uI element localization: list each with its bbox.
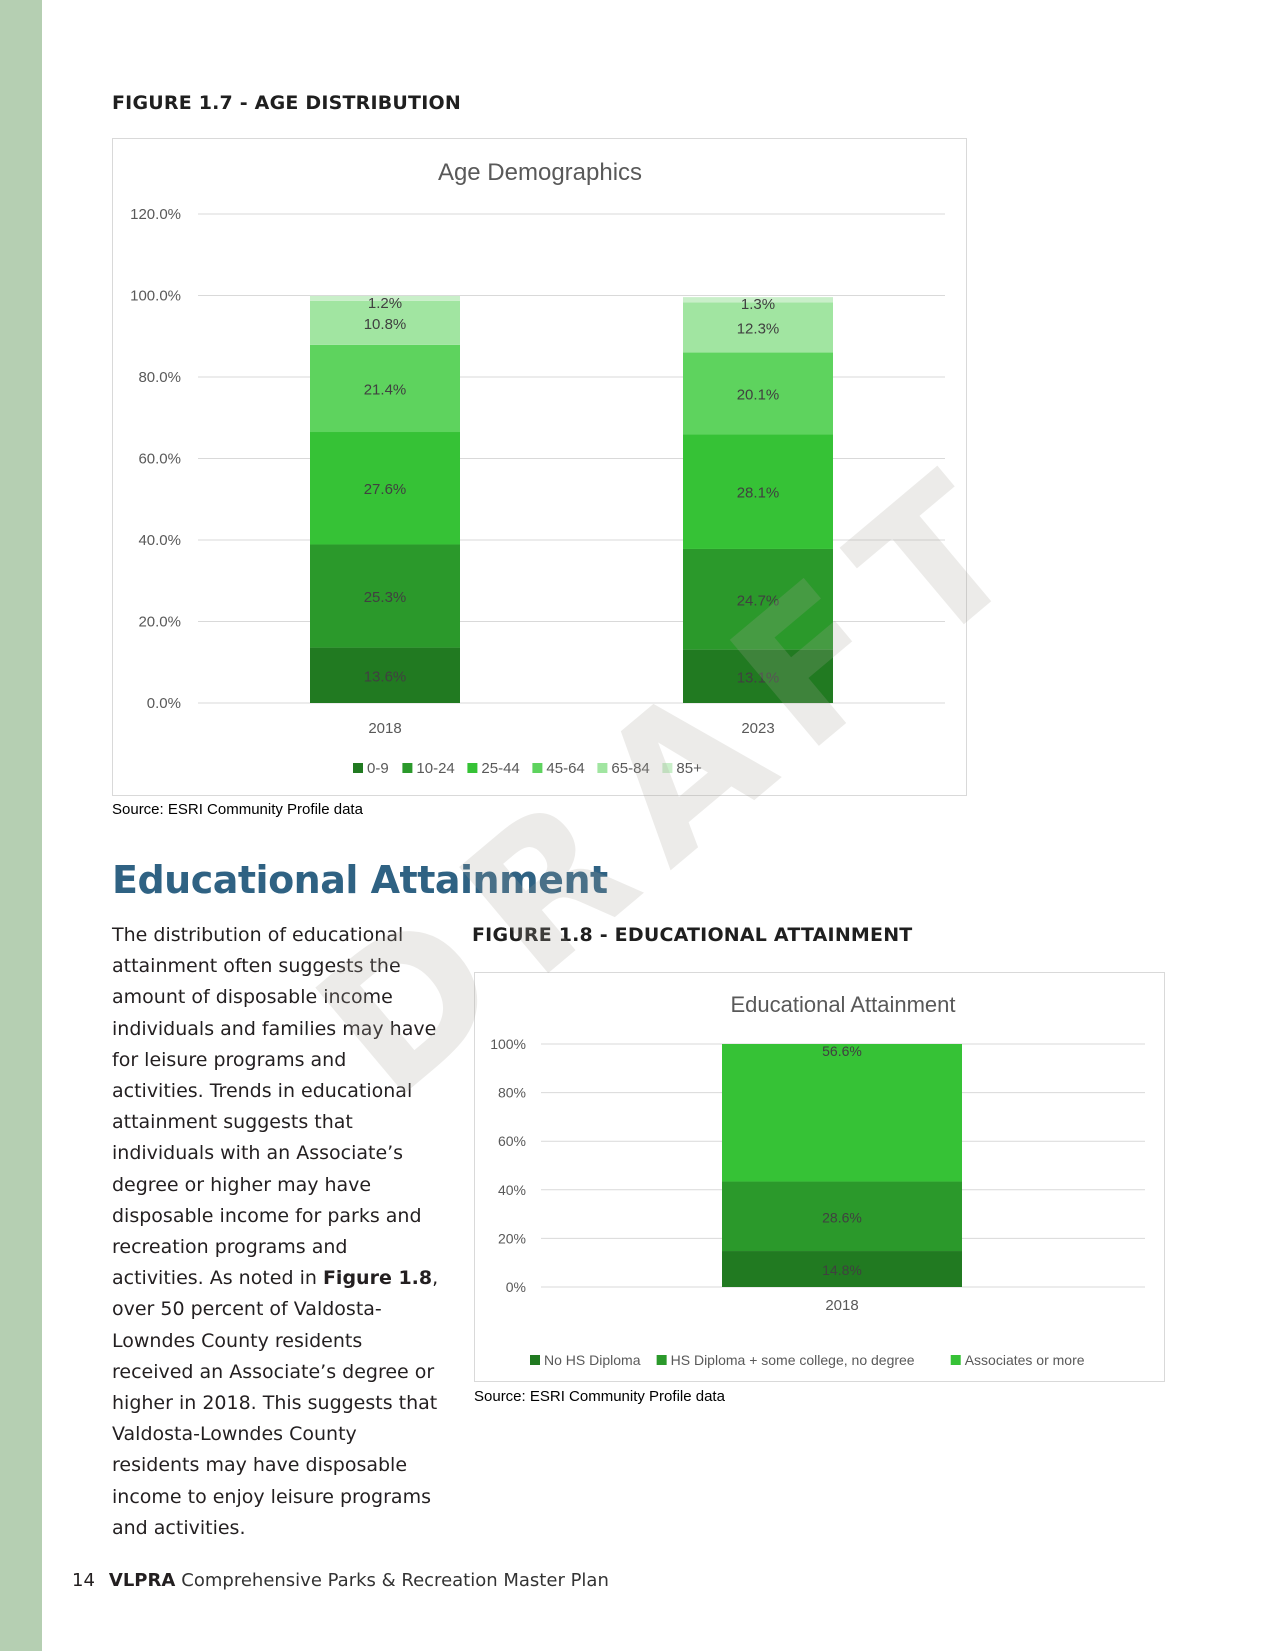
chart-title: Age Demographics [438, 159, 642, 186]
data-label: 56.6% [822, 1043, 862, 1059]
legend-label: Associates or more [965, 1352, 1085, 1368]
bar-segment-0-9 [683, 649, 833, 703]
educational-attainment-chart: Educational Attainment 0% 20% 40% 60% 80% 100%… [474, 972, 1165, 1382]
legend-label: 10-24 [416, 760, 454, 777]
y-tick-label: 20.0% [138, 614, 181, 631]
data-label: 28.6% [822, 1209, 862, 1225]
y-tick-label: 20% [498, 1230, 526, 1246]
y-tick-label: 40% [498, 1182, 526, 1198]
legend-swatch [656, 1355, 667, 1365]
data-label: 25.3% [364, 589, 407, 606]
legend-swatch [353, 763, 363, 773]
legend-label: 0-9 [367, 760, 389, 777]
data-label: 28.1% [737, 485, 780, 502]
legend-label: No HS Diploma [544, 1352, 641, 1368]
y-tick-label: 120.0% [130, 206, 181, 223]
footer-doc-title: Comprehensive Parks & Recreation Master … [181, 1570, 609, 1591]
educational-attainment-svg: Educational Attainment 0% 20% 40% 60% 80% 100%… [490, 992, 1145, 1368]
figure-1-8-heading: FIGURE 1.8 - EDUCATIONAL ATTAINMENT [472, 924, 913, 946]
y-tick-label: 40.0% [138, 532, 181, 549]
y-tick-label: 60% [498, 1133, 526, 1149]
page-footer: 14 VLPRA Comprehensive Parks & Recreation … [72, 1570, 609, 1591]
y-tick-label: 0.0% [147, 695, 181, 712]
data-label: 1.2% [368, 295, 402, 312]
legend-swatch [662, 763, 673, 773]
bar-segment-10-24 [683, 548, 833, 650]
bar-segment-associates-or-more [722, 1044, 962, 1182]
bar-segment-45-64 [310, 344, 460, 433]
bar-segment-no-hs-diploma [722, 1251, 962, 1287]
data-label: 13.6% [364, 668, 407, 685]
data-label: 1.3% [741, 296, 775, 313]
y-tick-label: 80.0% [138, 369, 181, 386]
figure-1-7-heading: FIGURE 1.7 - AGE DISTRIBUTION [112, 92, 461, 114]
y-tick-label: 0% [506, 1279, 526, 1295]
section-title: Educational Attainment [112, 858, 608, 902]
legend-swatch [950, 1355, 961, 1365]
legend-label: 65-84 [611, 760, 649, 777]
body-text-post: , over 50 percent of Valdosta-Lowndes Co… [112, 1267, 439, 1539]
figure-reference: Figure 1.8 [322, 1267, 433, 1290]
section-body: The distribution of educational attainme… [112, 920, 442, 1544]
data-label: 21.4% [364, 381, 407, 398]
legend-label: 25-44 [481, 760, 519, 777]
y-tick-label: 80% [498, 1085, 526, 1101]
legend-label: 85+ [676, 760, 702, 777]
chart-title: Educational Attainment [730, 992, 955, 1017]
category-label: 2018 [368, 720, 401, 737]
page-number: 14 [72, 1570, 95, 1591]
footer-org: VLPRA [108, 1570, 176, 1591]
data-label: 20.1% [737, 387, 780, 404]
category-label: 2018 [825, 1297, 858, 1314]
data-label: 24.7% [737, 592, 780, 609]
bar-segment-85- [683, 297, 833, 303]
legend-swatch [532, 763, 543, 773]
body-text-pre: The distribution of educational attainme… [112, 924, 437, 1290]
bar-segment-85- [310, 295, 460, 301]
bar-segment-0-9 [310, 647, 460, 703]
age-demographics-chart: Age Demographics 0.0% 20.0% 40.0% 60.0% 80.0%… [112, 138, 967, 796]
bar-segment-25-44 [310, 432, 460, 545]
bar-segment-hs-diploma-some-college-no-degree [722, 1181, 962, 1252]
legend-swatch [402, 763, 413, 773]
bar-segment-25-44 [683, 434, 833, 549]
data-label: 14.8% [822, 1262, 862, 1278]
y-tick-label: 60.0% [138, 451, 181, 468]
bar-segment-45-64 [683, 352, 833, 435]
bar-segment-65-84 [310, 300, 460, 345]
figure-1-7-source: Source: ESRI Community Profile data [112, 801, 363, 818]
data-label: 13.1% [737, 669, 780, 686]
legend-swatch [597, 763, 608, 773]
legend-swatch [467, 763, 478, 773]
y-tick-label: 100.0% [130, 288, 181, 305]
bar-segment-65-84 [683, 302, 833, 353]
category-label: 2023 [741, 720, 774, 737]
data-label: 27.6% [364, 481, 407, 498]
legend-label: HS Diploma + some college, no degree [671, 1352, 915, 1368]
figure-1-8-source: Source: ESRI Community Profile data [474, 1388, 725, 1405]
bar-segment-10-24 [310, 544, 460, 648]
data-label: 12.3% [737, 320, 780, 337]
age-demographics-svg: Age Demographics 0.0% 20.0% 40.0% 60.0% 80.0%… [130, 159, 945, 777]
side-accent-bar [0, 0, 42, 1651]
legend-label: 45-64 [546, 760, 584, 777]
data-label: 10.8% [364, 316, 407, 333]
y-tick-label: 100% [490, 1036, 526, 1052]
legend-swatch [530, 1355, 540, 1365]
